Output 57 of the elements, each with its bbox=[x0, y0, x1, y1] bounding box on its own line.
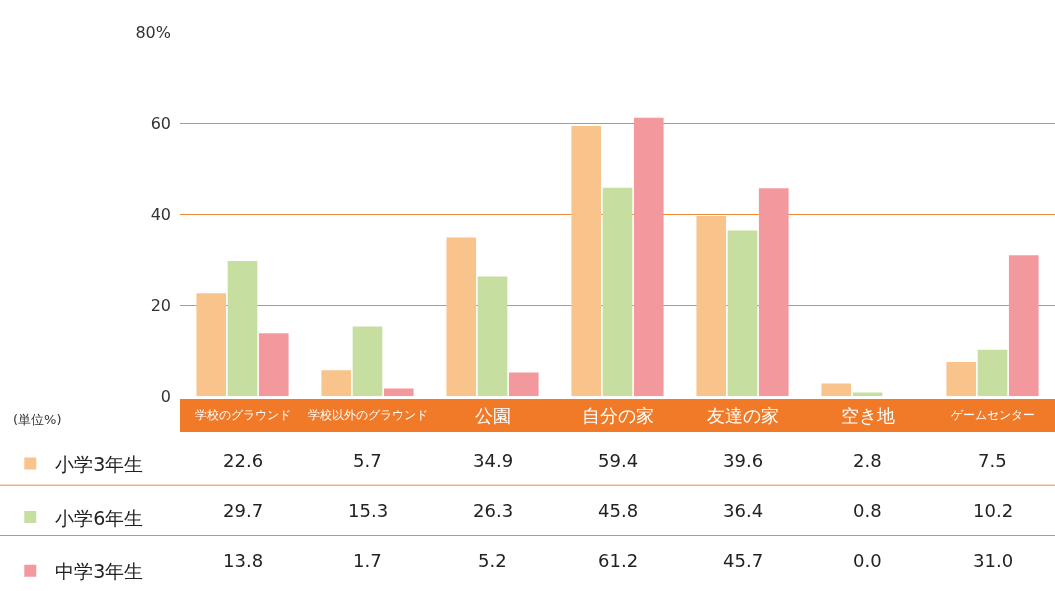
bar bbox=[477, 276, 508, 397]
x-tick-label: 学校以外のグラウンド bbox=[308, 408, 428, 422]
x-tick-label: 友達の家 bbox=[707, 405, 779, 426]
bar bbox=[633, 117, 664, 397]
legend-label: 中学3年生 bbox=[55, 560, 144, 583]
y-tick-label: 40 bbox=[150, 204, 171, 224]
y-tick-label: 60 bbox=[150, 113, 171, 133]
x-tick-label: 空き地 bbox=[841, 405, 895, 426]
bar bbox=[977, 349, 1008, 397]
bar bbox=[258, 333, 289, 397]
y-tick-label: 20 bbox=[150, 295, 171, 315]
data-label: 39.6 bbox=[723, 450, 764, 471]
x-tick-label: 自分の家 bbox=[582, 405, 654, 426]
data-label: 29.7 bbox=[223, 500, 264, 521]
bar bbox=[758, 188, 789, 397]
data-label: 36.4 bbox=[723, 500, 764, 521]
bar bbox=[696, 216, 727, 397]
bar bbox=[852, 392, 883, 397]
data-label: 45.7 bbox=[723, 550, 764, 571]
bar bbox=[352, 326, 383, 397]
data-label: 0.0 bbox=[853, 550, 882, 571]
bar bbox=[196, 293, 227, 397]
bar bbox=[383, 388, 414, 397]
data-label: 0.8 bbox=[853, 500, 882, 521]
data-label: 13.8 bbox=[223, 550, 264, 571]
x-tick-label: 学校のグラウンド bbox=[195, 408, 291, 422]
bar bbox=[227, 261, 258, 397]
data-label: 26.3 bbox=[473, 500, 514, 521]
data-label: 31.0 bbox=[973, 550, 1014, 571]
data-label: 34.9 bbox=[473, 450, 514, 471]
bar bbox=[727, 230, 758, 397]
y-tick-label: 0 bbox=[160, 386, 171, 406]
bar bbox=[321, 370, 352, 397]
bar bbox=[1008, 255, 1039, 397]
x-tick-label: 公園 bbox=[475, 405, 511, 426]
data-label: 22.6 bbox=[223, 450, 264, 471]
bar bbox=[446, 237, 477, 397]
bar bbox=[946, 362, 977, 397]
legend-label: 小学6年生 bbox=[55, 506, 144, 529]
data-label: 2.8 bbox=[853, 450, 882, 471]
data-label: 5.2 bbox=[478, 550, 507, 571]
data-label: 15.3 bbox=[348, 500, 389, 521]
bar bbox=[508, 372, 539, 397]
bar bbox=[602, 187, 633, 397]
legend-label: 小学3年生 bbox=[55, 452, 144, 475]
data-label: 10.2 bbox=[973, 500, 1014, 521]
data-label: 59.4 bbox=[598, 450, 639, 471]
data-label: 45.8 bbox=[598, 500, 639, 521]
data-label: 61.2 bbox=[598, 550, 639, 571]
data-label: 7.5 bbox=[978, 450, 1007, 471]
bar bbox=[571, 125, 602, 397]
data-label: 1.7 bbox=[353, 550, 382, 571]
text: (単位%) bbox=[13, 412, 62, 427]
bar bbox=[821, 383, 852, 397]
y-tick-label: 80% bbox=[135, 22, 171, 42]
data-label: 5.7 bbox=[353, 450, 382, 471]
x-tick-label: ゲームセンター bbox=[951, 408, 1035, 422]
